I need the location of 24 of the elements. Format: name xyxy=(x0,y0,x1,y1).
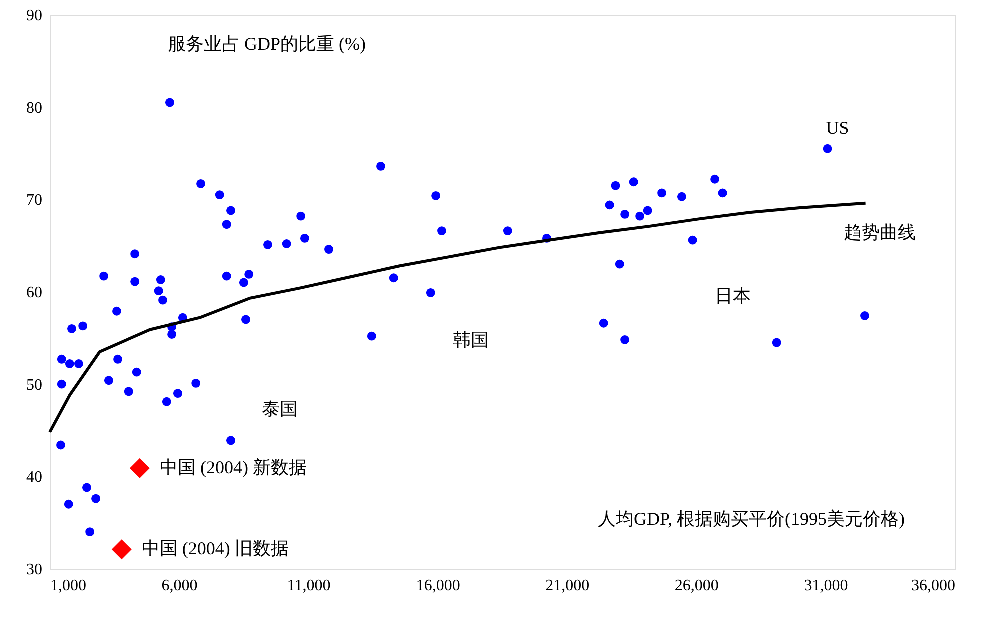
x-tick-label: 26,000 xyxy=(674,578,719,594)
annotation: 日本 xyxy=(715,286,751,306)
annotation: 泰国 xyxy=(262,399,298,419)
annotation: 韩国 xyxy=(453,330,489,350)
x-tick-label: 36,000 xyxy=(912,578,956,594)
y-tick-label: 40 xyxy=(26,469,42,486)
x-tick-label: 11,000 xyxy=(287,578,331,594)
y-tick-label: 90 xyxy=(26,8,42,24)
series-label: 中国 (2004) 旧数据 xyxy=(142,538,289,559)
y-tick-label: 50 xyxy=(26,376,42,394)
x-tick-label: 1,000 xyxy=(50,578,86,594)
x-tick-label: 31,000 xyxy=(804,578,848,594)
y-axis-title: 服务业占 GDP的比重 (%) xyxy=(168,34,366,54)
y-tick-label: 80 xyxy=(26,100,42,117)
y-tick-label: 60 xyxy=(26,284,42,302)
x-axis-title: 人均GDP, 根据购买平价(1995美元价格) xyxy=(598,509,905,529)
y-tick-label: 30 xyxy=(26,562,42,578)
x-tick-label: 6,000 xyxy=(162,578,198,594)
x-tick-label: 21,000 xyxy=(546,578,590,594)
y-tick-label: 70 xyxy=(26,192,42,210)
x-tick-label: 16,000 xyxy=(416,578,460,594)
series-label: 趋势曲线 xyxy=(844,222,916,242)
series-label: 中国 (2004) 新数据 xyxy=(160,457,307,478)
annotation: US xyxy=(826,118,850,138)
